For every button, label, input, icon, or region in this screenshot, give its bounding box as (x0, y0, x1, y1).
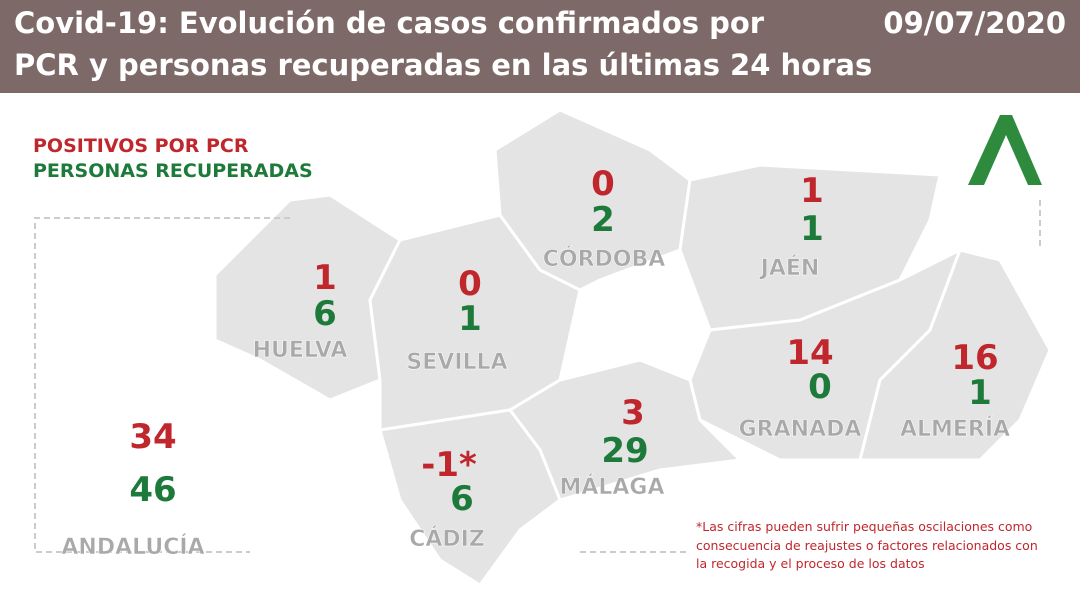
province-name: CÁDIZ (409, 526, 485, 552)
province-name: ALMERÍA (900, 416, 1010, 442)
footnote: la recogida y el proceso de los datos (696, 556, 925, 571)
total-positives: 34 (129, 417, 176, 457)
recovered: 29 (601, 431, 648, 471)
province-name: JAÉN (759, 255, 820, 281)
province-name: HUELVA (253, 338, 348, 363)
footnote: *Las cifras pueden sufrir pequeñas oscil… (696, 519, 1032, 534)
header-bar (0, 0, 1080, 93)
positives: -1* (421, 445, 477, 485)
province-name: GRANADA (739, 417, 862, 442)
positives: 3 (621, 393, 645, 433)
date: 09/07/2020 (883, 6, 1066, 40)
recovered: 6 (313, 294, 337, 334)
province-name: MÁLAGA (559, 474, 664, 500)
recovered: 2 (591, 200, 615, 240)
legend-recovered: PERSONAS RECUPERADAS (33, 160, 313, 182)
recovered: 1 (800, 209, 824, 249)
frame-line (34, 217, 290, 553)
province-name: SEVILLA (406, 350, 507, 375)
recovered: 0 (808, 367, 832, 407)
footnote: consecuencia de reajustes o factores rel… (696, 538, 1038, 553)
positives: 1 (313, 258, 337, 298)
positives: 16 (951, 338, 998, 378)
map (213, 108, 1052, 588)
province-shape (378, 408, 562, 588)
frame (34, 200, 1041, 553)
positives: 0 (458, 264, 482, 304)
recovered: 6 (450, 479, 474, 519)
positives: 1 (800, 171, 824, 211)
recovered: 1 (458, 299, 482, 339)
total-recovered: 46 (129, 470, 176, 510)
total-name: ANDALUCÍA (61, 534, 204, 560)
province-name: CÓRDOBA (543, 246, 666, 272)
province-shape (858, 248, 1052, 462)
logo (968, 115, 1042, 185)
title: Covid-19: Evolución de casos confirmados… (14, 6, 765, 40)
positives: 14 (786, 333, 833, 373)
recovered: 1 (968, 373, 992, 413)
legend-positives: POSITIVOS POR PCR (33, 135, 249, 157)
title: PCR y personas recuperadas en las última… (14, 48, 872, 82)
positives: 0 (591, 164, 615, 204)
